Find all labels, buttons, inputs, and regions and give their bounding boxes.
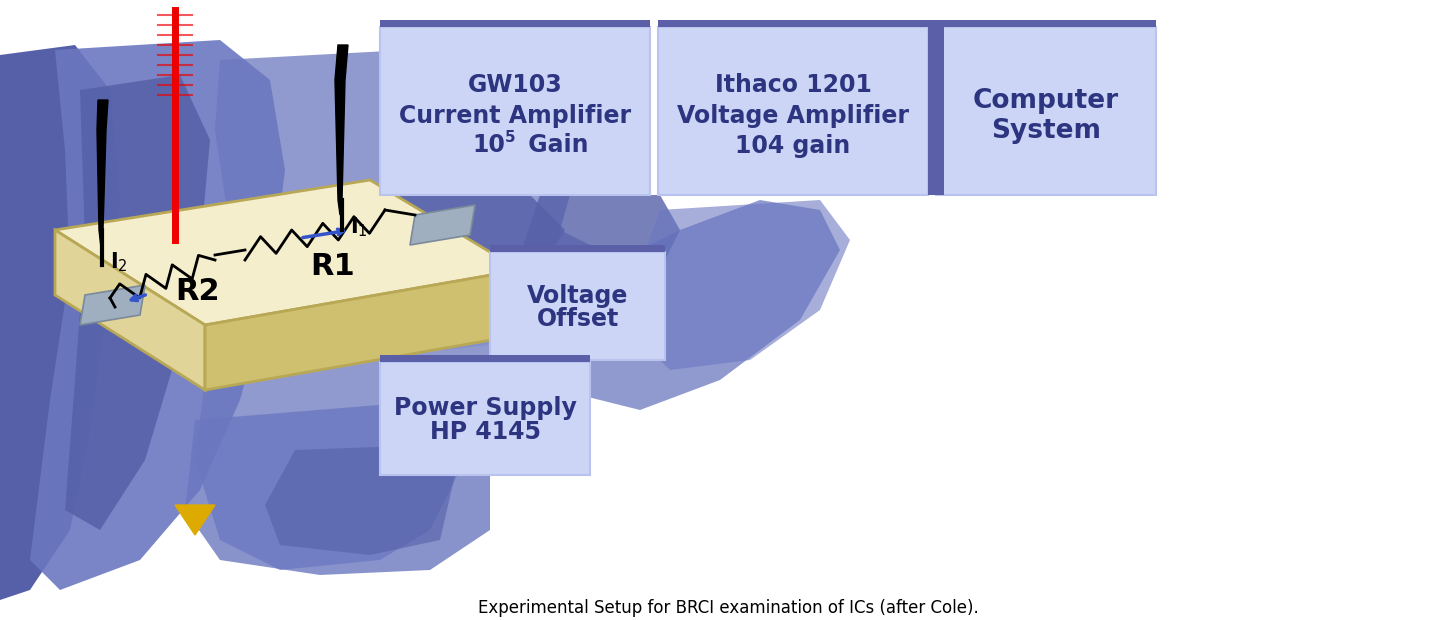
Polygon shape (370, 195, 565, 315)
Text: R1: R1 (310, 252, 355, 281)
Bar (380, 20, 649, 27)
Polygon shape (630, 200, 850, 370)
Polygon shape (98, 100, 108, 248)
Polygon shape (534, 255, 649, 340)
Polygon shape (31, 40, 285, 590)
Text: I$_2$: I$_2$ (111, 250, 128, 273)
Bar (380, 362, 590, 475)
Bar (658, 20, 927, 27)
Text: Current Amplifier: Current Amplifier (399, 104, 630, 128)
Text: Experimental Setup for BRCI examination of ICs (after Cole).: Experimental Setup for BRCI examination … (478, 599, 978, 617)
Polygon shape (205, 270, 520, 390)
Polygon shape (0, 45, 119, 600)
Polygon shape (80, 285, 146, 325)
Text: Power Supply: Power Supply (393, 396, 577, 420)
Polygon shape (335, 45, 348, 215)
Text: HP 4145: HP 4145 (430, 420, 540, 444)
Polygon shape (66, 75, 210, 530)
Polygon shape (415, 270, 510, 350)
Polygon shape (55, 230, 205, 390)
Text: 10: 10 (472, 133, 505, 157)
Polygon shape (265, 445, 454, 555)
Text: I$_1$: I$_1$ (349, 215, 368, 239)
Text: Ithaco 1201: Ithaco 1201 (715, 74, 872, 97)
Text: 104 gain: 104 gain (735, 133, 850, 157)
Text: Gain: Gain (520, 133, 588, 157)
Text: Voltage Amplifier: Voltage Amplifier (677, 104, 909, 128)
Text: Offset: Offset (536, 308, 619, 332)
Text: Voltage: Voltage (527, 283, 628, 308)
Text: System: System (992, 118, 1101, 143)
Text: 5: 5 (505, 130, 515, 145)
Bar (491, 245, 665, 252)
Bar (936, 27, 1156, 195)
Bar (936, 20, 943, 195)
Text: GW103: GW103 (467, 74, 562, 97)
Polygon shape (520, 195, 680, 320)
Polygon shape (55, 180, 520, 325)
Text: R2: R2 (175, 277, 220, 306)
Bar (658, 27, 927, 195)
Bar (936, 20, 1156, 27)
Polygon shape (195, 45, 840, 570)
Text: Computer: Computer (973, 87, 1120, 113)
Polygon shape (411, 205, 475, 245)
Polygon shape (185, 400, 491, 575)
Bar (380, 27, 649, 195)
Bar (927, 20, 936, 195)
Bar (491, 252, 665, 360)
Bar (380, 355, 590, 362)
Polygon shape (175, 505, 215, 535)
